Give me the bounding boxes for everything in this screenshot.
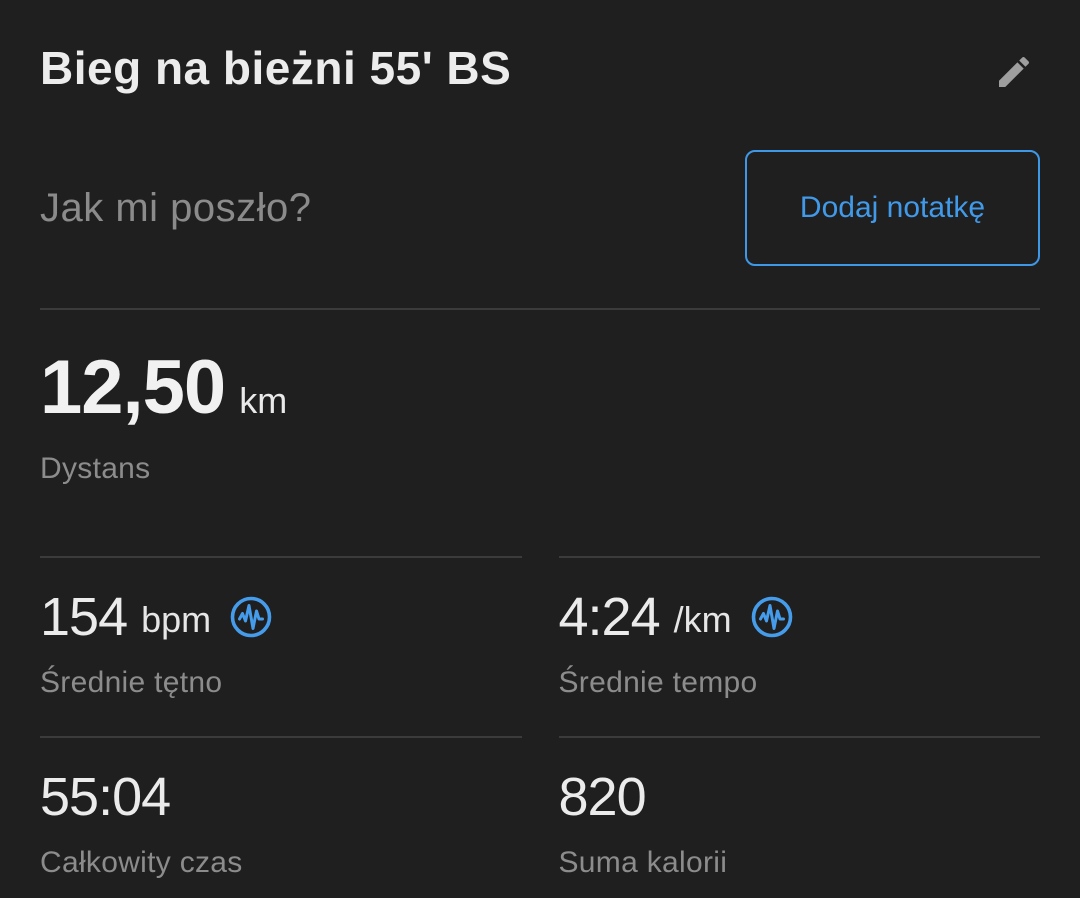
distance-value: 12,50 (40, 345, 226, 430)
avg-pace-label: Średnie tempo (558, 666, 758, 699)
avg-heart-rate-stat: 154 bpm Średnie tętno (40, 556, 522, 700)
distance-unit: km (239, 380, 288, 421)
total-calories-stat: 820 Suma kalorii (558, 736, 1041, 880)
total-time-stat: 55:04 Całkowity czas (40, 736, 522, 880)
avg-pace-unit: /km (673, 599, 732, 640)
activity-title: Bieg na bieżni 55' BS (40, 42, 512, 94)
pulse-chart-icon[interactable] (750, 595, 794, 639)
note-section: Jak mi poszło? Dodaj notatkę (40, 150, 1040, 266)
avg-pace-value-row: 4:24 /km (559, 590, 1041, 644)
total-calories-value: 820 (558, 767, 647, 827)
avg-heart-rate-unit: bpm (141, 599, 212, 640)
total-time-value: 55:04 (40, 767, 171, 827)
pencil-icon (994, 52, 1034, 92)
avg-pace-stat: 4:24 /km Średnie tempo (558, 556, 1041, 700)
total-calories-label: Suma kalorii (558, 846, 728, 879)
distance-value-row: 12,50 km (40, 350, 1040, 426)
edit-title-button[interactable] (988, 46, 1040, 98)
distance-label: Dystans (40, 452, 151, 485)
distance-stat: 12,50 km Dystans (40, 310, 1040, 486)
total-calories-value-row: 820 (559, 770, 1041, 824)
avg-pace-value: 4:24 (558, 587, 661, 647)
total-time-value-row: 55:04 (40, 770, 522, 824)
avg-heart-rate-value: 154 (40, 587, 128, 647)
avg-heart-rate-value-row: 154 bpm (40, 590, 522, 644)
avg-heart-rate-label: Średnie tętno (40, 666, 223, 699)
add-note-button[interactable]: Dodaj notatkę (745, 150, 1040, 266)
stats-grid: 154 bpm Średnie tętno 4:24 /km (40, 556, 1040, 880)
pulse-chart-icon[interactable] (229, 595, 273, 639)
section-divider (40, 308, 1040, 310)
header: Bieg na bieżni 55' BS (40, 0, 1040, 98)
total-time-label: Całkowity czas (40, 846, 243, 879)
note-prompt: Jak mi poszło? (40, 185, 312, 230)
